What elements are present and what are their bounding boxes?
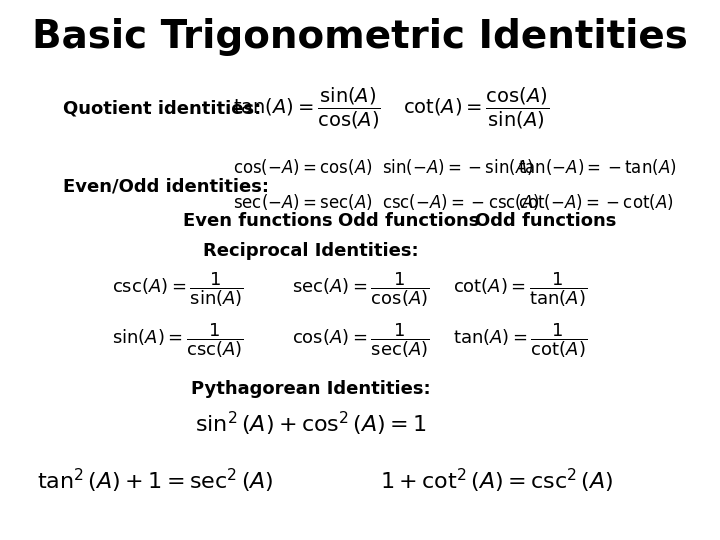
Text: $\cot(-A) = -\cot(A)$: $\cot(-A) = -\cot(A)$ — [518, 192, 674, 212]
Text: $\cot(A) = \dfrac{\cos(A)}{\sin(A)}$: $\cot(A) = \dfrac{\cos(A)}{\sin(A)}$ — [403, 86, 549, 131]
Text: Reciprocal Identities:: Reciprocal Identities: — [202, 242, 418, 260]
Text: $\csc(A) = \dfrac{1}{\sin(A)}$: $\csc(A) = \dfrac{1}{\sin(A)}$ — [112, 271, 244, 309]
Text: $\tan(-A) = -\tan(A)$: $\tan(-A) = -\tan(A)$ — [518, 157, 677, 177]
Text: $\tan(A) = \dfrac{\sin(A)}{\cos(A)}$: $\tan(A) = \dfrac{\sin(A)}{\cos(A)}$ — [233, 86, 381, 131]
Text: $\sin(A) = \dfrac{1}{\csc(A)}$: $\sin(A) = \dfrac{1}{\csc(A)}$ — [112, 322, 244, 360]
Text: Pythagorean Identities:: Pythagorean Identities: — [191, 380, 431, 399]
Text: $\sec(-A) = \sec(A)$: $\sec(-A) = \sec(A)$ — [233, 192, 373, 212]
Text: $\cos(-A) = \cos(A)$: $\cos(-A) = \cos(A)$ — [233, 157, 373, 177]
Text: Odd functions: Odd functions — [338, 212, 479, 230]
Text: $\sin^2(A) + \cos^2(A) = 1$: $\sin^2(A) + \cos^2(A) = 1$ — [194, 410, 426, 438]
Text: $\csc(-A) = -\csc(A)$: $\csc(-A) = -\csc(A)$ — [382, 192, 539, 212]
Text: $1 + \cot^2(A) = \csc^2(A)$: $1 + \cot^2(A) = \csc^2(A)$ — [379, 467, 613, 495]
Text: $\cos(A) = \dfrac{1}{\sec(A)}$: $\cos(A) = \dfrac{1}{\sec(A)}$ — [292, 322, 429, 360]
Text: $\tan^2(A) + 1 = \sec^2(A)$: $\tan^2(A) + 1 = \sec^2(A)$ — [37, 467, 274, 495]
Text: Even/Odd identities:: Even/Odd identities: — [63, 178, 269, 195]
Text: $\sin(-A) = -\sin(A)$: $\sin(-A) = -\sin(A)$ — [382, 157, 534, 177]
Text: $\sec(A) = \dfrac{1}{\cos(A)}$: $\sec(A) = \dfrac{1}{\cos(A)}$ — [292, 271, 429, 309]
Text: Basic Trigonometric Identities: Basic Trigonometric Identities — [32, 17, 688, 56]
Text: Odd functions: Odd functions — [475, 212, 616, 230]
Text: Even functions: Even functions — [183, 212, 333, 230]
Text: $\cot(A) = \dfrac{1}{\tan(A)}$: $\cot(A) = \dfrac{1}{\tan(A)}$ — [453, 271, 588, 309]
Text: $\tan(A) = \dfrac{1}{\cot(A)}$: $\tan(A) = \dfrac{1}{\cot(A)}$ — [453, 322, 588, 360]
Text: Quotient identities:: Quotient identities: — [63, 100, 261, 118]
